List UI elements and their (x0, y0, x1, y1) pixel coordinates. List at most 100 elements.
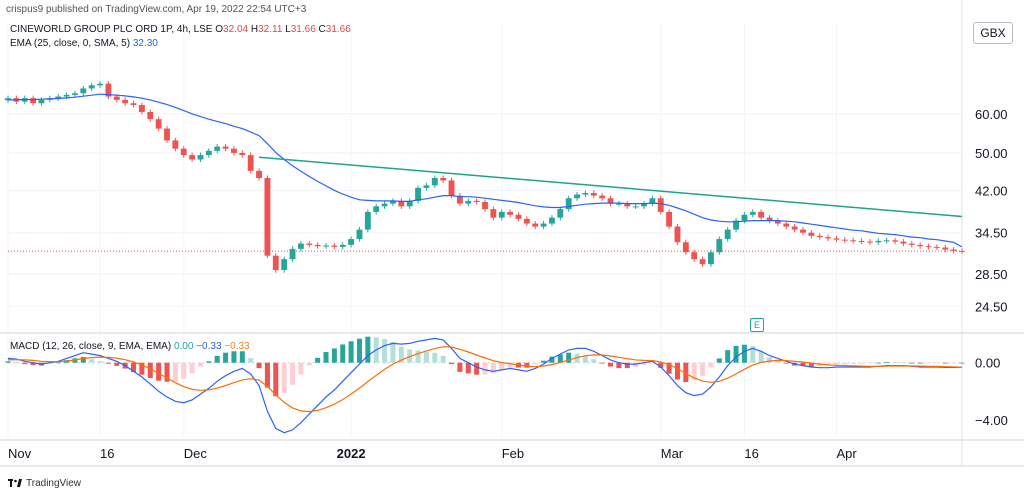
macd-histogram-bar (13, 362, 19, 364)
macd-histogram-bar (440, 355, 446, 363)
macd-histogram-bar (783, 362, 789, 364)
macd-histogram-bar (909, 362, 915, 364)
candle-body (565, 198, 572, 210)
candle-body (959, 250, 965, 252)
macd-histogram-bar (691, 362, 697, 381)
candle-body (649, 198, 656, 204)
macd-histogram-bar (323, 352, 329, 363)
candle-body (741, 214, 748, 221)
macd-histogram-bar (340, 344, 346, 363)
candle-body (339, 244, 346, 247)
candle-body (231, 148, 237, 153)
time-tick-label: Mar (661, 446, 684, 461)
macd-histogram-bar (248, 358, 254, 363)
candlesticks (5, 81, 965, 273)
macd-tick-label: −4.00 (975, 413, 1008, 428)
macd-histogram-bar (239, 351, 245, 363)
candle-body (892, 240, 898, 242)
candle-body (900, 241, 907, 244)
candle-body (758, 211, 765, 218)
macd-histogram-bar (683, 362, 689, 382)
macd-histogram-bar (733, 345, 739, 363)
macd-histogram-bar (616, 362, 622, 369)
macd-histogram-bar (591, 359, 597, 363)
macd-histogram-bar (666, 362, 672, 374)
candle-body (297, 243, 304, 249)
trendline[interactable] (258, 156, 963, 218)
ema-label: EMA (25, close, 0, SMA, 5) (10, 38, 131, 49)
macd-histogram-bar (290, 362, 296, 385)
tradingview-brand: TradingView (8, 478, 81, 489)
macd-histogram-bar (674, 362, 680, 380)
candle-body (415, 187, 421, 201)
macd-histogram-bar (273, 362, 279, 397)
macd-histogram-bar (423, 351, 429, 363)
signal-line (7, 346, 963, 413)
macd-histogram-bar (465, 362, 471, 374)
earnings-marker[interactable]: E (750, 318, 764, 332)
macd-histogram-bar (474, 362, 480, 375)
candle-body (138, 104, 145, 112)
candle-body (314, 244, 321, 247)
ema-legend: EMA (25, close, 0, SMA, 5) 32.30 (10, 38, 158, 49)
macd-histogram-bar (482, 362, 488, 375)
candle-body (532, 223, 539, 227)
macd-histogram-bar (390, 342, 396, 363)
candle-body (507, 211, 514, 215)
macd-histogram-bar (599, 362, 605, 364)
currency-button[interactable]: GBX (973, 22, 1013, 44)
candle-body (30, 98, 37, 104)
macd-histogram-bar (206, 361, 212, 363)
candle-body (97, 83, 103, 86)
macd-histogram-bar (875, 362, 881, 364)
macd-histogram-bar (231, 351, 237, 363)
time-tick-label: 16 (100, 446, 114, 461)
macd-histogram-bar (708, 362, 714, 368)
candle-body (942, 247, 949, 250)
price-tick-label: 24.50 (975, 299, 1008, 314)
candle-body (691, 252, 698, 260)
candle-body (256, 170, 262, 178)
time-tick-label: 16 (744, 446, 758, 461)
candle-body (423, 185, 430, 188)
candle-body (398, 200, 405, 207)
macd-histogram-bar (541, 360, 547, 363)
overlays (8, 93, 963, 252)
macd-histogram-bar (884, 362, 890, 363)
macd-histogram-bar (415, 350, 421, 363)
price-axes (0, 0, 1024, 467)
candle-body (155, 119, 162, 129)
candle-body (448, 180, 455, 196)
candle-body (88, 85, 95, 89)
candle-body (465, 200, 472, 204)
price-tick-label: 42.00 (975, 183, 1008, 198)
candle-body (557, 209, 564, 218)
macd-histogram-bar (624, 362, 630, 369)
macd-histogram-bar (951, 362, 957, 364)
macd-histogram-bar (80, 357, 86, 363)
candle-body (800, 229, 806, 233)
macd-histogram-bar (725, 350, 731, 363)
ohlc-label-high: H (250, 24, 259, 35)
macd-histogram-bar (842, 362, 848, 365)
candle-body (272, 255, 279, 271)
macd-histogram-bar (942, 362, 948, 364)
candle-body (933, 246, 940, 248)
candle-body (473, 200, 480, 202)
macd-histogram-bar (457, 362, 463, 372)
time-tick-label: 2022 (337, 446, 366, 461)
y-axis-labels: 60.00 50.00 42.00 34.50 28.50 24.50 0.00 −4.00 (975, 107, 1008, 428)
ohlc-open: 32.04 (223, 24, 249, 35)
price-tick-label: 60.00 (975, 107, 1008, 122)
macd-hist-value: 0.00 (173, 341, 194, 352)
candle-body (197, 155, 204, 160)
macd-histogram-bar (800, 362, 806, 367)
candle-body (925, 246, 932, 248)
macd-histogram-bar (507, 362, 513, 368)
macd-legend: MACD (12, 26, close, 9, EMA, EMA) 0.00 −… (10, 341, 250, 352)
candle-body (205, 150, 212, 156)
macd-histogram-bar (808, 362, 814, 367)
macd-histogram-bar (398, 346, 404, 363)
macd-histogram-bar (264, 362, 270, 388)
macd-histogram-bar (959, 362, 965, 364)
